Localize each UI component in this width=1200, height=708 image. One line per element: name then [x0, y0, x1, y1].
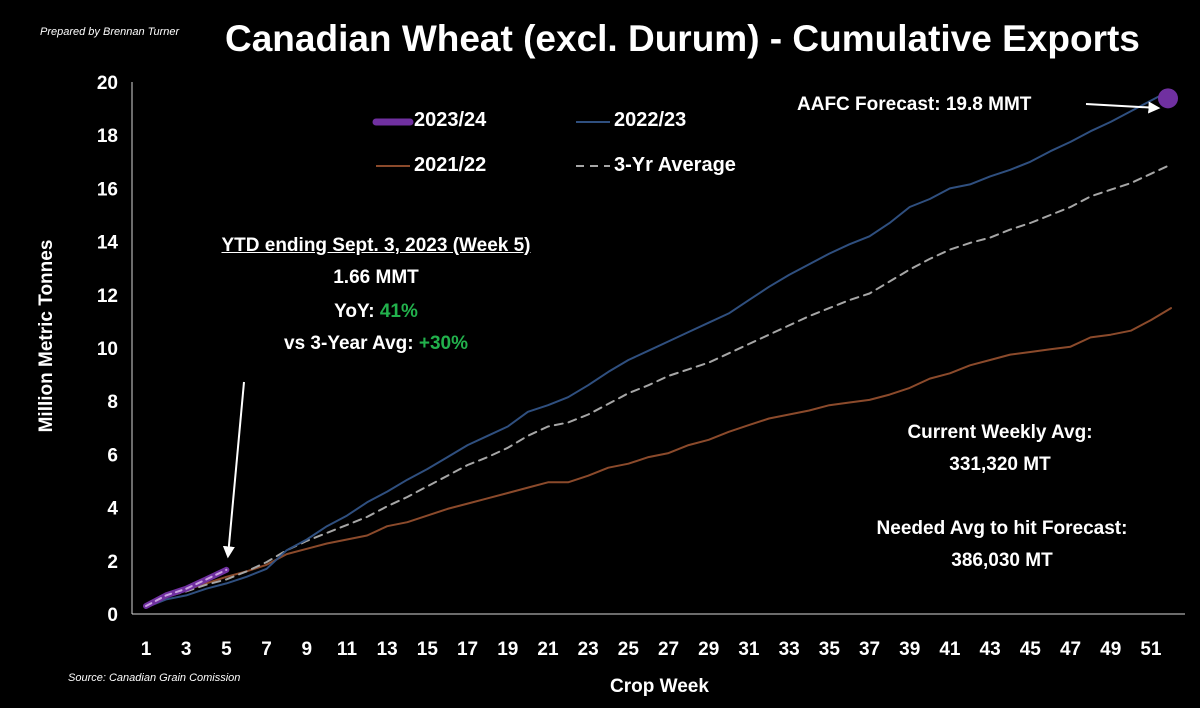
- series-2022-23-line: [145, 89, 1172, 609]
- x-tick-label: 25: [618, 639, 640, 660]
- series-3yr-avg-line: [145, 163, 1172, 606]
- x-tick-label: 29: [698, 639, 719, 660]
- x-tick-label: 31: [738, 639, 760, 660]
- legend-label-3yr-avg: 3-Yr Average: [614, 154, 736, 176]
- x-tick-label: 3: [181, 639, 192, 660]
- y-tick-label: 8: [107, 392, 118, 413]
- x-tick-label: 35: [819, 639, 841, 660]
- x-tick-label: 19: [497, 639, 518, 660]
- yoy-label: YoY:: [334, 301, 380, 322]
- prepared-by-credit: Prepared by Brennan Turner: [40, 26, 180, 38]
- x-tick-label: 41: [939, 639, 961, 660]
- annotation-arrows: [222, 101, 1161, 559]
- vs3yr-value: +30%: [418, 333, 468, 354]
- x-tick-labels: 1 3 5 7 9 11 13 15 17 19 21 23 25 27 29 31 33 35 37 39 41 43 4…: [141, 639, 1162, 660]
- x-tick-label: 33: [779, 639, 800, 660]
- x-tick-label: 37: [859, 639, 880, 660]
- series-lines: [143, 88, 1178, 609]
- x-tick-label: 47: [1060, 639, 1081, 660]
- y-tick-label: 10: [97, 339, 118, 360]
- vs3yr-label: vs 3-Year Avg:: [284, 333, 419, 354]
- legend-swatches: [372, 118, 610, 167]
- ytd-arrow: [222, 381, 245, 559]
- ytd-value: 1.66 MMT: [333, 267, 419, 288]
- y-tick-label: 20: [97, 73, 118, 94]
- x-axis-label: Crop Week: [610, 676, 709, 697]
- forecast-arrow: [1085, 101, 1161, 114]
- x-tick-label: 27: [658, 639, 679, 660]
- source-credit: Source: Canadian Grain Comission: [68, 672, 241, 684]
- axes: [131, 82, 1185, 615]
- yoy-value: 41%: [379, 301, 418, 322]
- chart-title: Canadian Wheat (excl. Durum) - Cumulativ…: [225, 18, 1140, 59]
- x-tick-label: 45: [1020, 639, 1042, 660]
- vs3yr-text: vs 3-Year Avg: +30%: [284, 333, 468, 355]
- y-tick-label: 4: [107, 499, 118, 520]
- x-tick-label: 23: [578, 639, 599, 660]
- x-tick-label: 43: [980, 639, 1001, 660]
- x-tick-label: 1: [141, 639, 152, 660]
- x-tick-label: 49: [1100, 639, 1121, 660]
- x-tick-label: 15: [417, 639, 439, 660]
- series-2023-24-highlight: [145, 568, 228, 607]
- ytd-title: YTD ending Sept. 3, 2023 (Week 5): [221, 235, 531, 256]
- x-tick-label: 51: [1140, 639, 1162, 660]
- x-tick-label: 5: [221, 639, 232, 660]
- current-weekly-label: Current Weekly Avg:: [907, 422, 1093, 443]
- legend-label-2023-24: 2023/24: [414, 109, 487, 131]
- y-tick-label: 14: [97, 233, 119, 254]
- series-2021-22-line: [145, 307, 1172, 606]
- needed-avg-value: 386,030 MT: [951, 550, 1053, 571]
- yoy-text: YoY: 41%: [334, 301, 418, 323]
- x-tick-label: 39: [899, 639, 920, 660]
- forecast-point: [1158, 88, 1178, 109]
- legend-label-2021-22: 2021/22: [414, 154, 487, 176]
- y-tick-label: 6: [107, 445, 118, 466]
- x-tick-label: 7: [261, 639, 272, 660]
- y-tick-label: 18: [97, 126, 118, 147]
- aafc-forecast-label: AAFC Forecast: 19.8 MMT: [797, 94, 1032, 115]
- y-tick-label: 16: [97, 179, 118, 200]
- x-tick-label: 11: [337, 639, 358, 660]
- x-tick-label: 21: [537, 639, 559, 660]
- y-tick-label: 12: [97, 286, 118, 307]
- x-tick-label: 17: [457, 639, 478, 660]
- legend-label-2022-23: 2022/23: [614, 109, 687, 131]
- y-tick-label: 0: [107, 605, 118, 626]
- needed-avg-label: Needed Avg to hit Forecast:: [876, 518, 1128, 539]
- x-tick-label: 13: [377, 639, 398, 660]
- x-tick-label: 9: [301, 639, 312, 660]
- current-weekly-value: 331,320 MT: [949, 454, 1051, 475]
- y-tick-label: 2: [107, 552, 118, 573]
- y-tick-labels: 0 2 4 6 8 10 12 14 16 18 20: [97, 73, 119, 626]
